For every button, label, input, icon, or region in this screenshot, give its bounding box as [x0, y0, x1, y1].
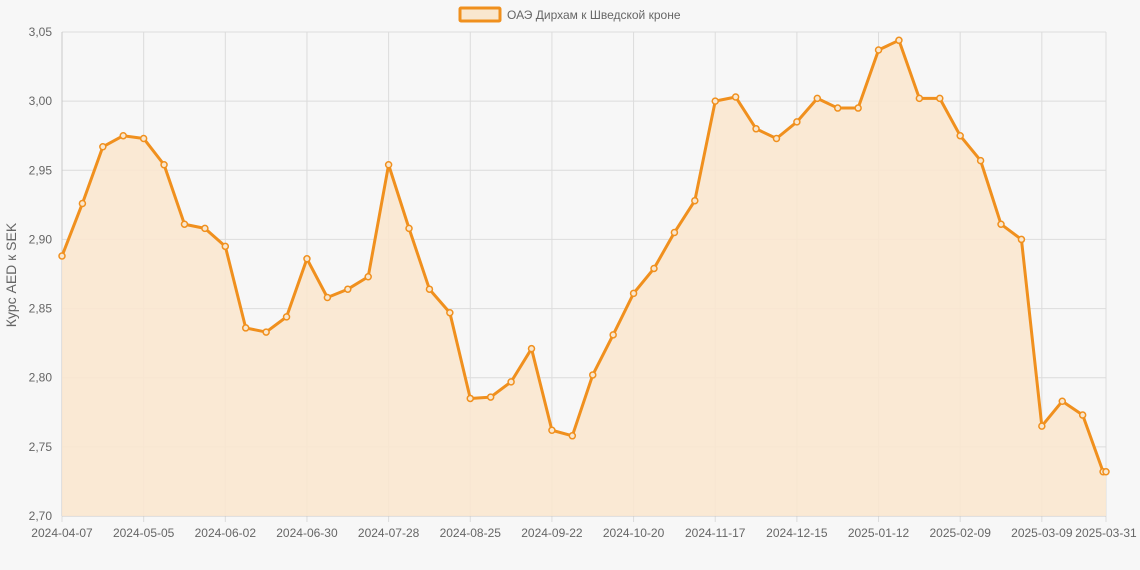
x-tick-label: 2024-07-28: [358, 526, 420, 540]
x-tick-label: 2024-10-20: [603, 526, 665, 540]
x-tick-label: 2025-03-31: [1075, 526, 1137, 540]
data-point: [344, 285, 352, 293]
data-point: [180, 220, 189, 228]
legend[interactable]: ОАЭ Дирхам к Шведской кроне: [458, 6, 681, 23]
data-point: [425, 285, 434, 293]
data-point: [670, 228, 679, 237]
data-point: [221, 242, 230, 251]
data-point: [78, 199, 87, 208]
x-tick-label: 2025-02-09: [929, 526, 991, 540]
data-point: [833, 104, 842, 112]
data-point: [323, 293, 332, 302]
data-point: [99, 143, 107, 151]
data-point: [1078, 411, 1087, 419]
data-point: [486, 393, 495, 401]
data-point: [405, 224, 413, 233]
x-tick-label: 2024-06-30: [276, 526, 338, 540]
data-point: [874, 46, 883, 54]
x-tick-label: 2024-09-22: [521, 526, 583, 540]
data-point: [364, 273, 372, 281]
x-tick-label: 2025-03-09: [1011, 526, 1073, 540]
y-tick-label: 2,95: [29, 163, 53, 177]
x-tick-label: 2024-05-05: [113, 526, 175, 540]
data-point: [1017, 235, 1026, 244]
y-tick-label: 2,80: [29, 371, 53, 385]
data-point: [303, 255, 311, 263]
x-tick-label: 2024-08-25: [440, 526, 502, 540]
data-point: [58, 252, 66, 260]
x-tick-label: 2024-04-07: [31, 526, 93, 540]
data-point: [854, 104, 862, 112]
x-tick-label: 2024-12-15: [766, 526, 828, 540]
data-point: [160, 161, 168, 169]
data-point: [1038, 422, 1046, 430]
data-point: [650, 264, 658, 273]
x-axis: 2024-04-07 2024-05-05 2024-06-02 2024-06-30…: [31, 526, 1137, 540]
y-tick-label: 2,70: [29, 509, 53, 523]
data-point: [915, 94, 924, 103]
data-point: [629, 289, 638, 298]
data-point: [609, 331, 617, 339]
data-point: [527, 344, 536, 353]
x-tick-label: 2025-01-12: [848, 526, 910, 540]
data-point: [241, 324, 250, 332]
y-tick-label: 3,00: [29, 94, 53, 108]
data-point: [793, 118, 801, 126]
data-point: [139, 134, 148, 143]
data-point: [936, 94, 944, 103]
y-tick-label: 2,85: [29, 302, 53, 316]
data-point: [752, 125, 760, 133]
points-layer: [58, 36, 1110, 476]
data-point: [568, 432, 577, 440]
data-point: [997, 220, 1005, 228]
y-axis-title: Курс AED к SEK: [3, 222, 19, 327]
data-point: [976, 156, 985, 165]
y-tick-label: 2,75: [29, 440, 53, 454]
x-tick-label: 2024-06-02: [195, 526, 257, 540]
data-point: [956, 131, 964, 140]
data-point: [731, 93, 740, 101]
legend-label[interactable]: ОАЭ Дирхам к Шведской кроне: [507, 8, 681, 22]
data-point: [466, 394, 475, 403]
data-point: [507, 378, 515, 386]
data-point: [813, 94, 822, 103]
data-point: [282, 313, 291, 321]
data-point: [1102, 467, 1110, 476]
data-point: [895, 36, 903, 45]
data-point: [201, 224, 209, 233]
legend-swatch[interactable]: [458, 6, 502, 23]
data-point: [548, 426, 556, 435]
y-tick-label: 2,90: [29, 232, 53, 246]
data-point: [1058, 397, 1067, 405]
data-point: [262, 328, 270, 336]
data-point: [772, 134, 781, 143]
data-point: [691, 196, 699, 205]
data-point: [446, 308, 454, 317]
series-area-fill: [62, 40, 1106, 517]
data-point: [711, 97, 719, 105]
x-tick-label: 2024-11-17: [685, 526, 746, 540]
y-axis: 2,70 2,75 2,80 2,85 2,90 2,95 3,00 3,05: [29, 25, 53, 523]
data-point: [588, 371, 597, 379]
area-layer: [60, 38, 1108, 517]
data-point: [384, 161, 393, 169]
y-tick-label: 3,05: [29, 25, 53, 39]
data-point: [119, 131, 127, 140]
